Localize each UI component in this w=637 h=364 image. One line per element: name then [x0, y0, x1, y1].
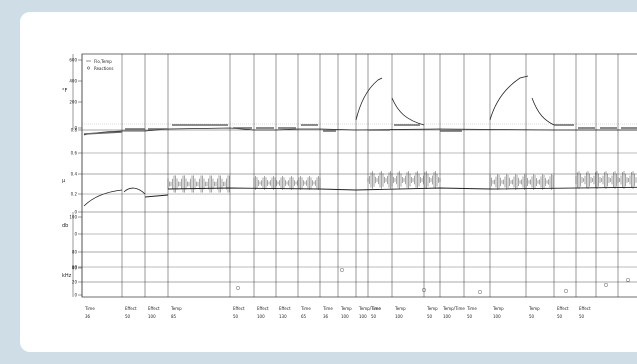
x-segment-value: 50: [467, 314, 473, 319]
x-segment-value: 36: [323, 314, 329, 319]
legend: Flo,Temp Reactions: [86, 59, 113, 71]
x-segment-label: Time: [84, 306, 95, 311]
mu-band-3: [367, 171, 441, 189]
data-marker: [478, 290, 482, 294]
x-segment-value: 50: [125, 314, 131, 319]
temp-spike-rise-2: [489, 75, 529, 121]
x-segment-label: Effect: [233, 306, 245, 311]
x-segment-label: Effect: [579, 306, 591, 311]
x-segment-value: 85: [171, 314, 177, 319]
panel-frames: [81, 53, 637, 298]
x-segment-value: 100: [395, 314, 403, 319]
x-segment-value: 36: [85, 314, 91, 319]
data-marker: [422, 288, 426, 292]
data-curves: [83, 75, 637, 294]
y-tick-label: 0.8: [71, 128, 78, 133]
y-tick-label: 20: [72, 280, 78, 285]
mu-mean: [144, 186, 637, 198]
y-tick-label: 0: [74, 126, 77, 131]
temp-spike-decay-1: [391, 97, 425, 126]
data-marker: [236, 286, 240, 290]
x-segment-value: 50: [529, 314, 535, 319]
x-segment-value: 130: [279, 314, 287, 319]
y-tick-label: 0: [74, 293, 77, 298]
x-segment-label: Time: [300, 306, 311, 311]
x-segment-label: Effect: [557, 306, 569, 311]
mu-transition: [123, 187, 146, 195]
segment-separators: [81, 54, 619, 297]
x-segment-label: Effect: [279, 306, 291, 311]
y-tick-label: 0: [74, 232, 77, 237]
x-segment-label: Temp: [394, 306, 406, 311]
x-segment-value: 100: [443, 314, 451, 319]
mu-band-4: [489, 174, 554, 190]
x-segment-value: 50: [233, 314, 239, 319]
reaction-series: [83, 124, 637, 135]
data-marker: [626, 278, 630, 282]
x-segment-label: Effect: [148, 306, 160, 311]
x-segment-labels: Time 36 Effect 50 Effect 100 Temp 85 Effect 50 Eff…: [84, 306, 591, 319]
mu-band-5: [575, 171, 637, 189]
data-marker: [564, 289, 568, 293]
y-tick-label: 100: [69, 215, 77, 220]
x-segment-label: Effect: [125, 306, 137, 311]
legend-marker-reactions: [87, 66, 90, 70]
mu-rise: [83, 189, 123, 207]
x-segment-value: 100: [341, 314, 349, 319]
temp-spike-rise-1: [355, 77, 383, 121]
x-segment-value: 50: [427, 314, 433, 319]
x-segment-value: 100: [493, 314, 501, 319]
x-segment-label: Temp: [528, 306, 540, 311]
chart-card: 60040020000.80.60.40.201000806040200 Flo…: [20, 12, 637, 352]
x-segment-label: Temp/Time: [358, 306, 381, 311]
y-tick-label: 0.2: [71, 192, 78, 197]
mu-band-2: [253, 176, 321, 190]
x-segment-label: Temp/Time: [442, 306, 465, 311]
x-segment-label: Time: [322, 306, 333, 311]
data-marker: [604, 283, 608, 287]
ylabel-bottom: kHz: [62, 273, 72, 279]
measurement-chart: 60040020000.80.60.40.201000806040200 Flo…: [62, 53, 637, 319]
x-segment-value: 50: [557, 314, 563, 319]
y-tick-label: 40: [72, 266, 78, 271]
y-tick-label: 600: [69, 58, 77, 63]
x-segment-label: Time: [466, 306, 477, 311]
x-segment-value: 100: [257, 314, 265, 319]
x-segment-label: Temp: [170, 306, 182, 311]
x-segment-label: Time: [370, 306, 381, 311]
x-segment-value: 100: [359, 314, 367, 319]
x-segment-label: Temp: [340, 306, 352, 311]
x-segment-label: Effect: [257, 306, 269, 311]
y-tick-label: 0.6: [71, 151, 78, 156]
y-axes: 60040020000.80.60.40.201000806040200: [69, 54, 82, 298]
legend-entry-reactions: Reactions: [94, 66, 113, 71]
x-segment-value: 65: [301, 314, 307, 319]
x-segment-label: Temp: [492, 306, 504, 311]
x-segment-value: 50: [579, 314, 585, 319]
ylabel-top: °F: [62, 88, 68, 94]
y-tick-label: 200: [69, 100, 77, 105]
x-segment-value: 100: [148, 314, 156, 319]
y-tick-label: 0: [74, 210, 77, 215]
y-tick-label: 80: [72, 250, 78, 255]
ylabel-lower: db: [62, 223, 68, 229]
legend-entry-flo-temp: Flo,Temp: [94, 59, 112, 64]
y-tick-label: 60: [72, 265, 78, 270]
data-marker: [340, 268, 344, 272]
y-tick-label: 0.4: [71, 172, 78, 177]
x-segment-value: 50: [371, 314, 377, 319]
mu-band-1: [167, 175, 230, 193]
y-tick-label: 400: [69, 79, 77, 84]
temp-spike-decay-2: [531, 97, 555, 126]
x-segment-label: Temp: [426, 306, 438, 311]
ylabel-middle: μ: [62, 178, 66, 184]
